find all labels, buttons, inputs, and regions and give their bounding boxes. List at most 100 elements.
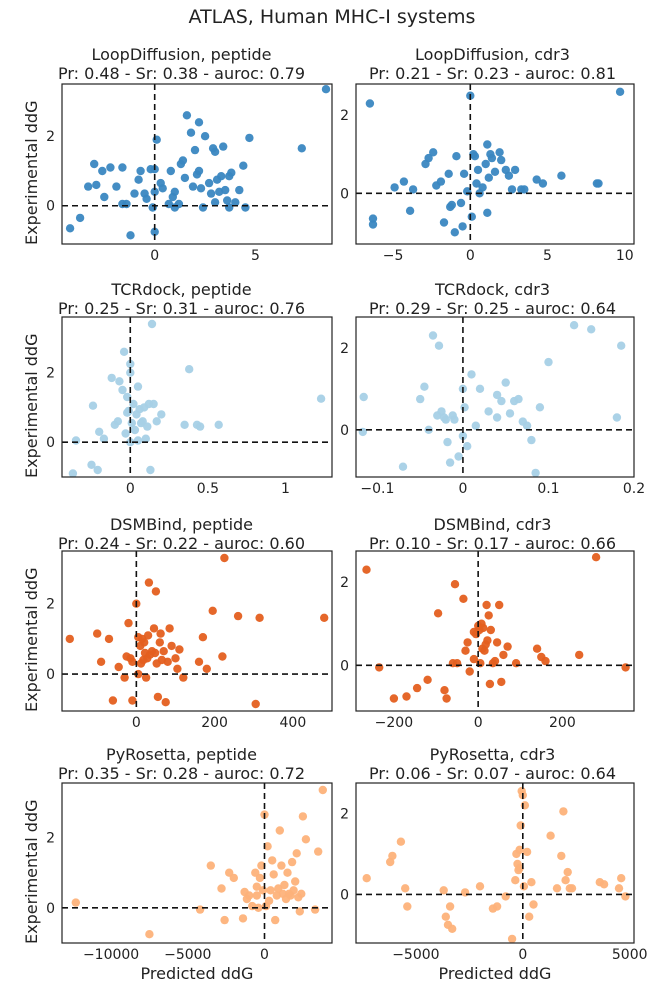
data-point [467,212,476,221]
panel-title-3: TCRdock, peptide Pr: 0.25 - Sr: 0.31 - a… [15,280,348,318]
data-point [497,677,506,687]
data-point [490,656,500,666]
data-point [206,189,216,198]
data-point [88,401,98,410]
data-point [221,185,230,195]
scatter-panel-8: −5000 0 5000 0 2 [340,782,648,963]
data-point [120,673,129,682]
data-point [316,394,326,403]
y-tick-label: 2 [340,108,349,124]
data-point [575,650,584,660]
data-point [557,851,566,861]
data-point [459,169,469,178]
data-point [447,200,456,210]
data-point [123,392,132,402]
data-point [507,185,517,194]
data-point [149,399,158,409]
data-point [475,882,485,891]
data-point [617,341,626,350]
axes-frame [61,782,333,944]
data-point [251,699,260,709]
data-point [113,417,123,426]
x-tick-label: −10000 [83,947,139,963]
x-tick-label: 0.1 [537,481,559,497]
data-point [486,625,495,635]
x-tick-label: −5000 [392,947,439,963]
data-point [482,600,491,610]
x-tick-label: 0 [474,715,483,731]
data-point [104,634,114,644]
data-point [163,657,172,666]
data-point [450,580,460,589]
data-point [87,460,96,469]
data-point [84,182,93,191]
data-point [227,168,236,177]
y-tick-label: 0 [340,186,349,202]
data-point [210,147,220,156]
data-point [405,206,415,215]
data-point [460,403,469,412]
data-point [359,392,368,402]
data-point [283,868,292,877]
data-point [497,396,506,406]
data-point [245,891,254,900]
data-point [190,145,200,155]
data-point [151,587,161,596]
x-tick-label: 0 [126,481,135,497]
data-point [424,153,433,163]
data-point [456,198,466,208]
data-point [402,692,411,701]
data-point [129,399,138,409]
data-point [180,420,189,429]
data-point [194,118,204,127]
data-point [483,208,492,217]
data-point [142,194,151,203]
scatter-panel-3: 0 0.5 1 0 2 [46,316,333,497]
x-tick-label: 0 [518,947,527,963]
y-tick-label: 0 [46,901,55,917]
data-point [362,874,371,883]
data-point [441,415,450,424]
data-point [443,437,452,447]
data-point [487,153,497,163]
data-point [156,629,165,638]
data-point [229,873,238,883]
x-tick-label: −200 [375,715,413,731]
data-point [122,199,131,209]
data-point [483,636,492,645]
y-tick-label: 0 [340,658,349,674]
data-point [196,184,206,193]
data-point [478,183,487,192]
axes-frame [355,550,635,712]
data-point [245,133,254,143]
data-point [514,394,523,404]
data-point [505,409,515,418]
data-point [444,169,453,178]
data-point [544,357,553,367]
data-point [318,785,327,795]
data-point [71,898,81,907]
data-point [368,214,378,223]
data-point [92,180,101,190]
data-point [143,422,152,431]
data-point [202,664,211,673]
data-point [178,156,188,165]
data-point [291,877,300,886]
data-point [541,656,550,666]
scatter-panel-4: −0.1 0 0.1 0.2 0 2 [340,316,645,497]
data-point [153,692,163,702]
data-point [463,442,472,451]
data-point [532,644,542,653]
panel-title-stats: Pr: 0.48 - Sr: 0.38 - auroc: 0.79 [57,64,306,83]
data-point [362,565,371,574]
data-point [150,648,160,658]
data-point [292,849,301,858]
data-point [557,171,566,180]
panel-title-1: LoopDiffusion, peptide Pr: 0.48 - Sr: 0.… [15,45,348,83]
data-point [98,166,107,176]
data-point [587,325,596,334]
data-point [161,698,170,707]
data-point [75,213,85,223]
panel-title-main: DSMBind, cdr3 [433,515,552,534]
